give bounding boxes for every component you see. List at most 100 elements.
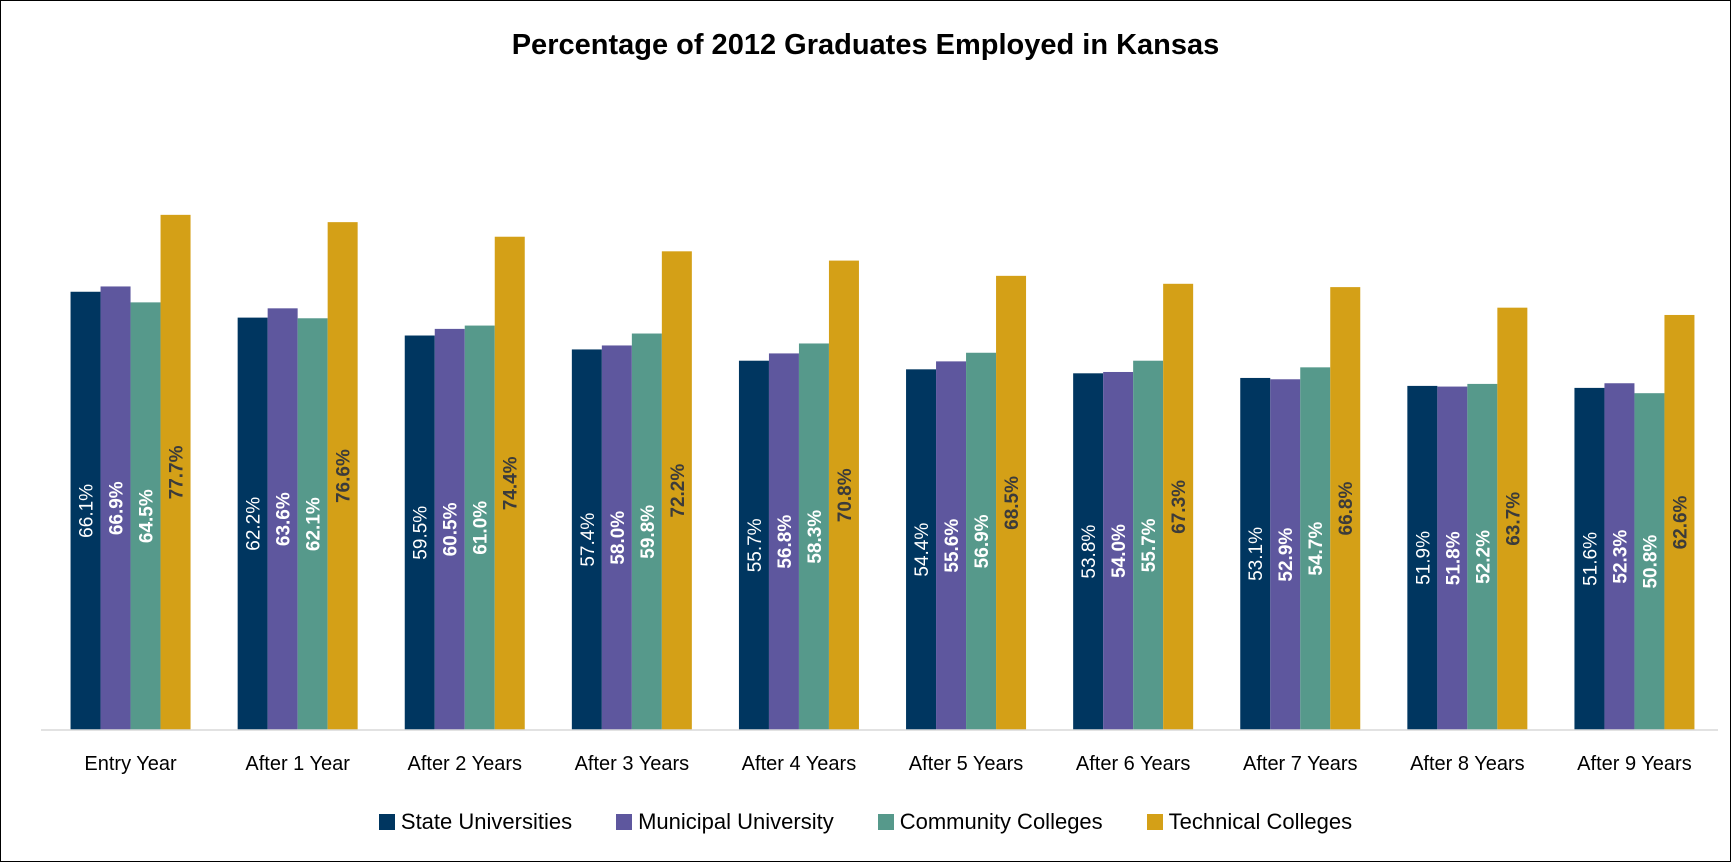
bar (1467, 383, 1498, 730)
data-label: 56.8% (775, 515, 796, 569)
data-label: 62.6% (1670, 495, 1691, 549)
data-label: 77.7% (167, 445, 188, 499)
bar (1664, 314, 1695, 730)
bar (996, 275, 1027, 730)
x-tick-label: After 9 Years (1577, 753, 1692, 775)
bar (267, 308, 298, 730)
data-label: 59.5% (411, 506, 432, 560)
x-tick-label: After 4 Years (742, 753, 857, 775)
bar (464, 325, 495, 730)
x-tick-label: After 5 Years (909, 753, 1024, 775)
bar (1073, 373, 1104, 730)
bar (130, 302, 161, 730)
bar (1163, 283, 1194, 730)
legend-label: Community Colleges (899, 809, 1103, 834)
bar (297, 318, 328, 730)
legend-item-state-universities: State Universities (378, 809, 573, 835)
data-label: 70.8% (835, 468, 856, 522)
bar (1270, 379, 1301, 730)
data-label: 52.2% (1473, 530, 1494, 584)
data-label: 51.6% (1580, 532, 1601, 586)
bar-chart: 66.1% 66.9% 64.5% 77.7% Entry Year 62.2% 63.6%… (41, 214, 1718, 775)
bar (1497, 307, 1528, 730)
x-tick-label: After 3 Years (575, 753, 690, 775)
data-label: 51.8% (1443, 531, 1464, 585)
legend-item-municipal-university: Municipal University (616, 809, 834, 835)
data-label: 68.5% (1002, 476, 1023, 530)
legend-swatch (616, 814, 633, 830)
x-tick-label: After 2 Years (407, 753, 522, 775)
legend-label: Technical Colleges (1168, 809, 1353, 834)
bar (70, 291, 101, 730)
data-label: 57.4% (578, 513, 599, 567)
bar (100, 286, 131, 730)
x-tick-label: Entry Year (84, 753, 177, 775)
data-label: 59.8% (638, 505, 659, 559)
data-label: 64.5% (137, 489, 158, 543)
bar (966, 352, 997, 730)
legend-label: Municipal University (638, 809, 834, 834)
data-label: 63.7% (1503, 492, 1524, 546)
legend-swatch (877, 814, 894, 830)
data-label: 56.9% (972, 514, 993, 568)
data-label: 53.8% (1079, 525, 1100, 579)
data-label: 55.7% (745, 518, 766, 572)
data-label: 58.0% (608, 511, 629, 565)
bar (1103, 371, 1134, 730)
bar (1604, 383, 1635, 730)
data-label: 66.1% (77, 484, 98, 538)
bar (906, 369, 937, 730)
legend-label: State Universities (400, 809, 573, 834)
x-tick-label: After 1 Year (245, 753, 350, 775)
data-label: 58.3% (805, 510, 826, 564)
data-label: 66.9% (107, 481, 128, 535)
x-tick-label: After 6 Years (1076, 753, 1191, 775)
data-label: 61.0% (471, 501, 492, 555)
bar (1133, 360, 1164, 730)
bar (661, 251, 692, 730)
data-label: 55.6% (942, 519, 963, 573)
bar (601, 345, 632, 730)
bar (798, 343, 829, 730)
legend-swatch (1146, 814, 1163, 830)
bar (1634, 393, 1665, 730)
data-label: 76.6% (334, 449, 355, 503)
bar (237, 317, 268, 730)
data-label: 55.7% (1139, 518, 1160, 572)
data-label: 66.8% (1336, 482, 1357, 536)
legend: State Universities Municipal University … (1, 809, 1730, 835)
bar (1330, 287, 1361, 730)
bar (1300, 367, 1331, 730)
bar (936, 361, 967, 730)
bar (571, 349, 602, 730)
data-label: 53.1% (1246, 527, 1267, 581)
bar (404, 335, 435, 730)
legend-item-technical-colleges: Technical Colleges (1146, 809, 1353, 835)
bar (828, 260, 859, 730)
legend-item-community-colleges: Community Colleges (877, 809, 1103, 835)
chart-title: Percentage of 2012 Graduates Employed in… (511, 29, 1220, 61)
bar (327, 222, 358, 730)
data-label: 67.3% (1169, 480, 1190, 534)
data-label: 54.4% (912, 523, 933, 577)
bar (494, 236, 525, 730)
data-label: 54.0% (1109, 524, 1130, 578)
data-label: 50.8% (1640, 535, 1661, 589)
bar (160, 214, 191, 730)
bar (1574, 387, 1605, 730)
bar (1437, 386, 1468, 730)
bar (1240, 377, 1271, 730)
bar (434, 328, 465, 730)
bar (738, 360, 769, 730)
bar (631, 333, 662, 730)
data-label: 52.3% (1610, 530, 1631, 584)
data-label: 62.1% (304, 497, 325, 551)
data-label: 54.7% (1306, 522, 1327, 576)
data-label: 74.4% (501, 456, 522, 510)
bar (1407, 385, 1438, 730)
bar (768, 353, 799, 730)
data-label: 60.5% (441, 502, 462, 556)
legend-swatch (378, 814, 395, 830)
data-label: 51.9% (1413, 531, 1434, 585)
